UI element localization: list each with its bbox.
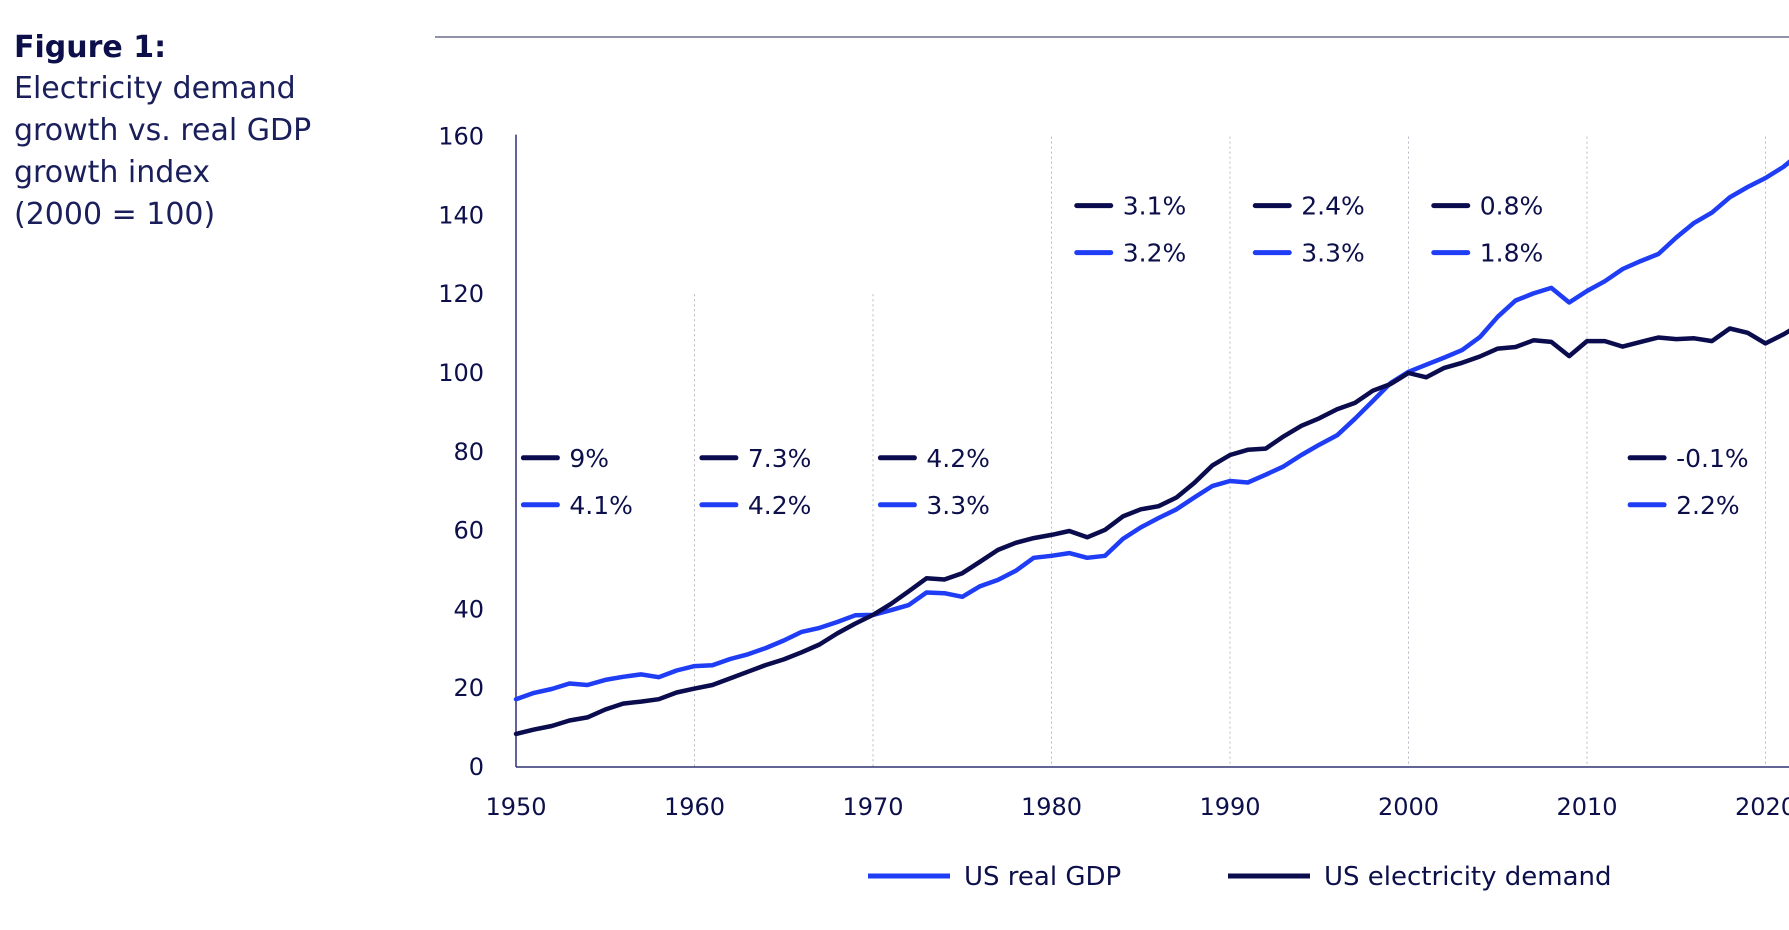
y-tick-label: 40 xyxy=(453,595,484,623)
annotation-electricity-label: -0.1% xyxy=(1676,444,1749,473)
y-tick-label: 100 xyxy=(438,359,484,387)
x-tick-label: 2000 xyxy=(1378,793,1439,821)
annotation-gdp-label: 4.1% xyxy=(569,491,633,520)
y-tick-label: 20 xyxy=(453,674,484,702)
chart-annotations: 9% 4.1% 7.3% 4.2% 4.2% 3.3% 3.1% 3.2% 2.4% 3.3% 0.… xyxy=(523,192,1748,520)
x-tick-label: 2010 xyxy=(1556,793,1617,821)
chart-series xyxy=(516,141,1789,734)
annotation-electricity-label: 9% xyxy=(569,444,609,473)
y-tick-label: 0 xyxy=(469,753,484,781)
y-tick-label: 160 xyxy=(438,123,484,151)
y-tick-label: 140 xyxy=(438,201,484,229)
chart-legend: US real GDP US electricity demand xyxy=(868,862,1612,892)
annotation-electricity-label: 4.2% xyxy=(926,444,990,473)
annotation-gdp-label: 3.3% xyxy=(1301,239,1365,268)
annotation-gdp-label: 3.3% xyxy=(926,491,990,520)
series-line-gdp xyxy=(516,141,1789,700)
x-tick-label: 1990 xyxy=(1199,793,1260,821)
annotation-electricity-label: 0.8% xyxy=(1480,192,1544,221)
annotation-gdp-label: 1.8% xyxy=(1480,239,1544,268)
annotation-gdp-label: 4.2% xyxy=(748,491,812,520)
legend-label-electricity: US electricity demand xyxy=(1324,862,1612,892)
chart-axes: 0 20 40 60 80 100 120 140 160 1950 1960 1970 1980 199… xyxy=(438,123,1789,821)
annotation-electricity-label: 2.4% xyxy=(1301,192,1365,221)
series-line-electricity xyxy=(516,314,1789,734)
y-tick-label: 80 xyxy=(453,438,484,466)
annotation-gdp-label: 2.2% xyxy=(1676,491,1740,520)
legend-label-gdp: US real GDP xyxy=(964,862,1121,892)
x-tick-label: 1960 xyxy=(664,793,725,821)
y-tick-label: 60 xyxy=(453,517,484,545)
annotation-gdp-label: 3.2% xyxy=(1123,239,1187,268)
y-tick-label: 120 xyxy=(438,280,484,308)
line-chart: 0 20 40 60 80 100 120 140 160 1950 1960 1970 1980 199… xyxy=(0,0,1789,930)
x-tick-label: 1950 xyxy=(485,793,546,821)
annotation-electricity-label: 7.3% xyxy=(748,444,812,473)
x-tick-label: 1970 xyxy=(842,793,903,821)
x-tick-label: 2020 xyxy=(1735,793,1789,821)
x-tick-label: 1980 xyxy=(1021,793,1082,821)
chart-grid xyxy=(695,137,1766,767)
annotation-electricity-label: 3.1% xyxy=(1123,192,1187,221)
